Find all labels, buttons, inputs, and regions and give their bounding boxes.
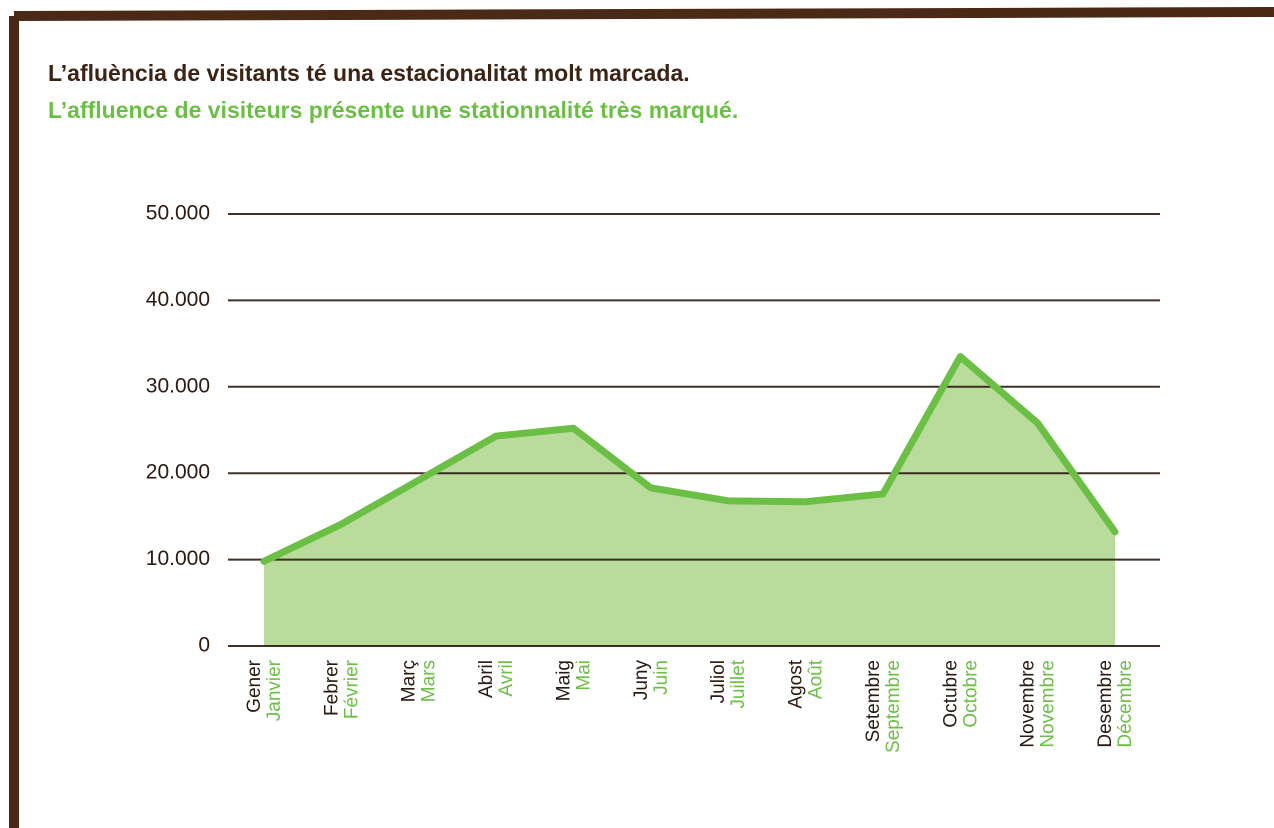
frame	[9, 7, 1274, 828]
x-tick-label: Desembre	[1095, 660, 1116, 748]
x-tick-label: Maig	[553, 660, 574, 701]
x-tick-label-secondary: Février	[341, 659, 362, 719]
x-tick-label-secondary: Décembre	[1115, 660, 1136, 748]
chart-title: L’afluència de visitants té una estacion…	[48, 60, 690, 86]
y-tick-label: 50.000	[146, 202, 210, 225]
x-tick-label: Març	[399, 660, 420, 702]
x-tick-label-secondary: Septembre	[883, 660, 904, 753]
y-tick-label: 10.000	[146, 547, 210, 570]
area	[264, 356, 1115, 646]
x-tick-label: Juny	[631, 660, 652, 701]
y-tick-label: 30.000	[146, 374, 210, 397]
x-tick-label-secondary: Mars	[419, 660, 440, 702]
line	[260, 353, 1119, 565]
x-tick-label: Setembre	[863, 660, 884, 742]
chart-subtitle: L’affluence de visiteurs présente une st…	[48, 97, 738, 123]
x-tick-label: Gener	[244, 659, 265, 712]
x-tick-label-secondary: Août	[806, 659, 827, 699]
x-tick-label: Agost	[786, 659, 807, 708]
x-tick-label: Abril	[476, 660, 497, 698]
y-tick-label: 0	[198, 634, 210, 657]
x-tick-label: Octubre	[940, 660, 961, 728]
x-tick-label-secondary: Juin	[651, 660, 672, 695]
x-tick-label-secondary: Novembre	[1038, 660, 1059, 748]
x-tick-label: Juliol	[708, 660, 729, 703]
y-tick-label: 40.000	[146, 288, 210, 311]
x-tick-label-secondary: Avril	[496, 660, 517, 697]
x-tick-label-secondary: Juillet	[728, 659, 749, 708]
x-tick-label: Febrer	[321, 659, 342, 716]
x-tick-label-secondary: Octobre	[960, 660, 981, 728]
y-tick-label: 20.000	[146, 461, 210, 484]
x-tick-label-secondary: Janvier	[264, 659, 285, 721]
x-tick-label-secondary: Mai	[573, 660, 594, 691]
x-tick-label: Novembre	[1018, 660, 1039, 748]
